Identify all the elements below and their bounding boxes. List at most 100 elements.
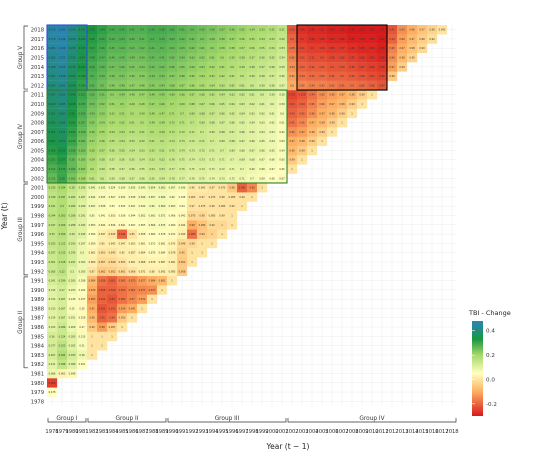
cell-value-label: 0.54	[259, 38, 265, 41]
heatmap-cell	[357, 71, 368, 81]
cell-value-label: 0.948	[179, 242, 186, 245]
heatmap-cell	[77, 99, 88, 109]
cell-value-label: 0.62	[209, 66, 215, 69]
cell-value-label: 0.95	[179, 252, 185, 255]
cell-value-label: 0.46	[149, 94, 155, 97]
cell-value-label: 0.847	[119, 242, 126, 245]
heatmap-cell	[267, 173, 278, 184]
heatmap-cell	[177, 52, 188, 63]
cell-value-label: 0.861	[119, 270, 126, 273]
heatmap-cell	[47, 313, 58, 323]
cell-value-label: 0.88	[319, 38, 325, 41]
cell-value-label: 0.7	[190, 122, 194, 125]
y-tick-label: 1996	[31, 232, 44, 238]
cell-value-label: 0.92	[289, 29, 295, 32]
heatmap-cell	[177, 127, 188, 137]
heatmap-cell	[67, 182, 78, 193]
cell-value-label: 1	[121, 326, 123, 329]
heatmap-cell	[87, 136, 98, 146]
heatmap-cell	[57, 331, 68, 342]
heatmap-cell	[57, 136, 68, 146]
cell-value-label: 0.74	[179, 149, 185, 152]
heatmap-cell	[107, 43, 118, 54]
cell-value-label: 0.78	[169, 177, 175, 180]
heatmap-cell	[47, 43, 58, 54]
cell-value-label: 0.55	[269, 57, 275, 60]
cell-value-label: 0.928	[299, 94, 306, 97]
cell-value-label: 0.997	[109, 326, 116, 329]
heatmap-cell	[167, 136, 178, 146]
heatmap-cell	[117, 313, 128, 323]
heatmap-cell	[247, 25, 258, 35]
heatmap-cell	[257, 173, 268, 184]
heatmap-cell	[87, 266, 98, 277]
cell-value-label: 0.341	[49, 205, 56, 208]
legend-tick-label: 0.4	[486, 329, 495, 335]
cell-value-label: 0.61	[259, 103, 265, 106]
y-tick-label: 2014	[31, 65, 45, 71]
x-group-bracket	[167, 418, 287, 423]
heatmap-cell	[137, 164, 148, 174]
cell-value-label: 0.41	[129, 29, 135, 32]
heatmap-cell	[297, 25, 308, 35]
cell-value-label: 0.283	[69, 280, 76, 283]
heatmap-cell	[257, 117, 268, 128]
heatmap-cell	[277, 108, 288, 119]
cell-value-label: 0.65	[239, 122, 245, 125]
y-group-bracket	[23, 90, 28, 183]
cell-value-label: 0.49	[99, 75, 105, 78]
heatmap-cell	[67, 173, 78, 184]
cell-value-label: 0.44	[119, 47, 125, 50]
cell-value-label: 0.252	[59, 57, 66, 60]
cell-value-label: 0.87	[349, 57, 355, 60]
heatmap-cell	[107, 80, 118, 91]
cell-value-label: 0.97	[329, 103, 335, 106]
cell-value-label: 0.84	[359, 38, 365, 41]
cell-value-label: 0.88	[359, 75, 365, 78]
heatmap-cell	[77, 285, 88, 295]
cell-value-label: 0.56	[129, 168, 135, 171]
heatmap-cell	[167, 80, 178, 91]
cell-value-label: 0.66	[279, 168, 285, 171]
heatmap-cell	[187, 136, 198, 146]
cell-value-label: 0.51	[139, 131, 145, 134]
cell-value-label: 1	[341, 122, 343, 125]
cell-value-label: 0.873	[139, 289, 146, 292]
cell-value-label: 0.45	[139, 75, 145, 78]
heatmap-cell	[417, 43, 428, 54]
heatmap-cell	[107, 117, 118, 128]
y-tick-label: 1994	[31, 251, 45, 257]
heatmap-cell	[97, 99, 108, 109]
cell-value-label: 0.68	[229, 140, 235, 143]
cell-value-label: 0.97	[309, 122, 315, 125]
cell-value-label: 0.91	[299, 47, 305, 50]
heatmap-cell	[247, 90, 258, 100]
heatmap-cell	[127, 313, 138, 323]
heatmap-cell	[137, 34, 148, 44]
cell-value-label: 0.98	[309, 131, 315, 134]
heatmap-cell	[297, 155, 308, 165]
cell-value-label: 0.69	[179, 103, 185, 106]
heatmap-cell	[87, 43, 98, 54]
heatmap-cell	[117, 201, 128, 212]
cell-value-label: 0.54	[109, 131, 115, 134]
cell-value-label: 0.97	[409, 38, 415, 41]
heatmap-cell	[127, 201, 138, 212]
cell-value-label: 0.43	[129, 47, 135, 50]
x-group-label: Group III	[215, 416, 240, 422]
y-axis-ticks: 2018201720162015201420132012201120102009…	[31, 28, 45, 406]
heatmap-cell	[147, 257, 158, 267]
heatmap-cell	[297, 90, 308, 100]
heatmap-cell	[147, 220, 158, 230]
cell-value-label: 0.48	[149, 112, 155, 115]
heatmap-cell	[267, 90, 278, 100]
cell-value-label: 0.44	[139, 66, 145, 69]
cell-value-label: 0.41	[139, 38, 145, 41]
cell-value-label: 0.57	[99, 149, 105, 152]
cell-value-label: 0.985	[189, 233, 196, 236]
cell-value-label: 1	[201, 242, 203, 245]
heatmap-cell	[307, 71, 318, 81]
heatmap-cell	[177, 192, 188, 202]
heatmap-cell	[307, 127, 318, 137]
heatmap-cell	[117, 192, 128, 202]
